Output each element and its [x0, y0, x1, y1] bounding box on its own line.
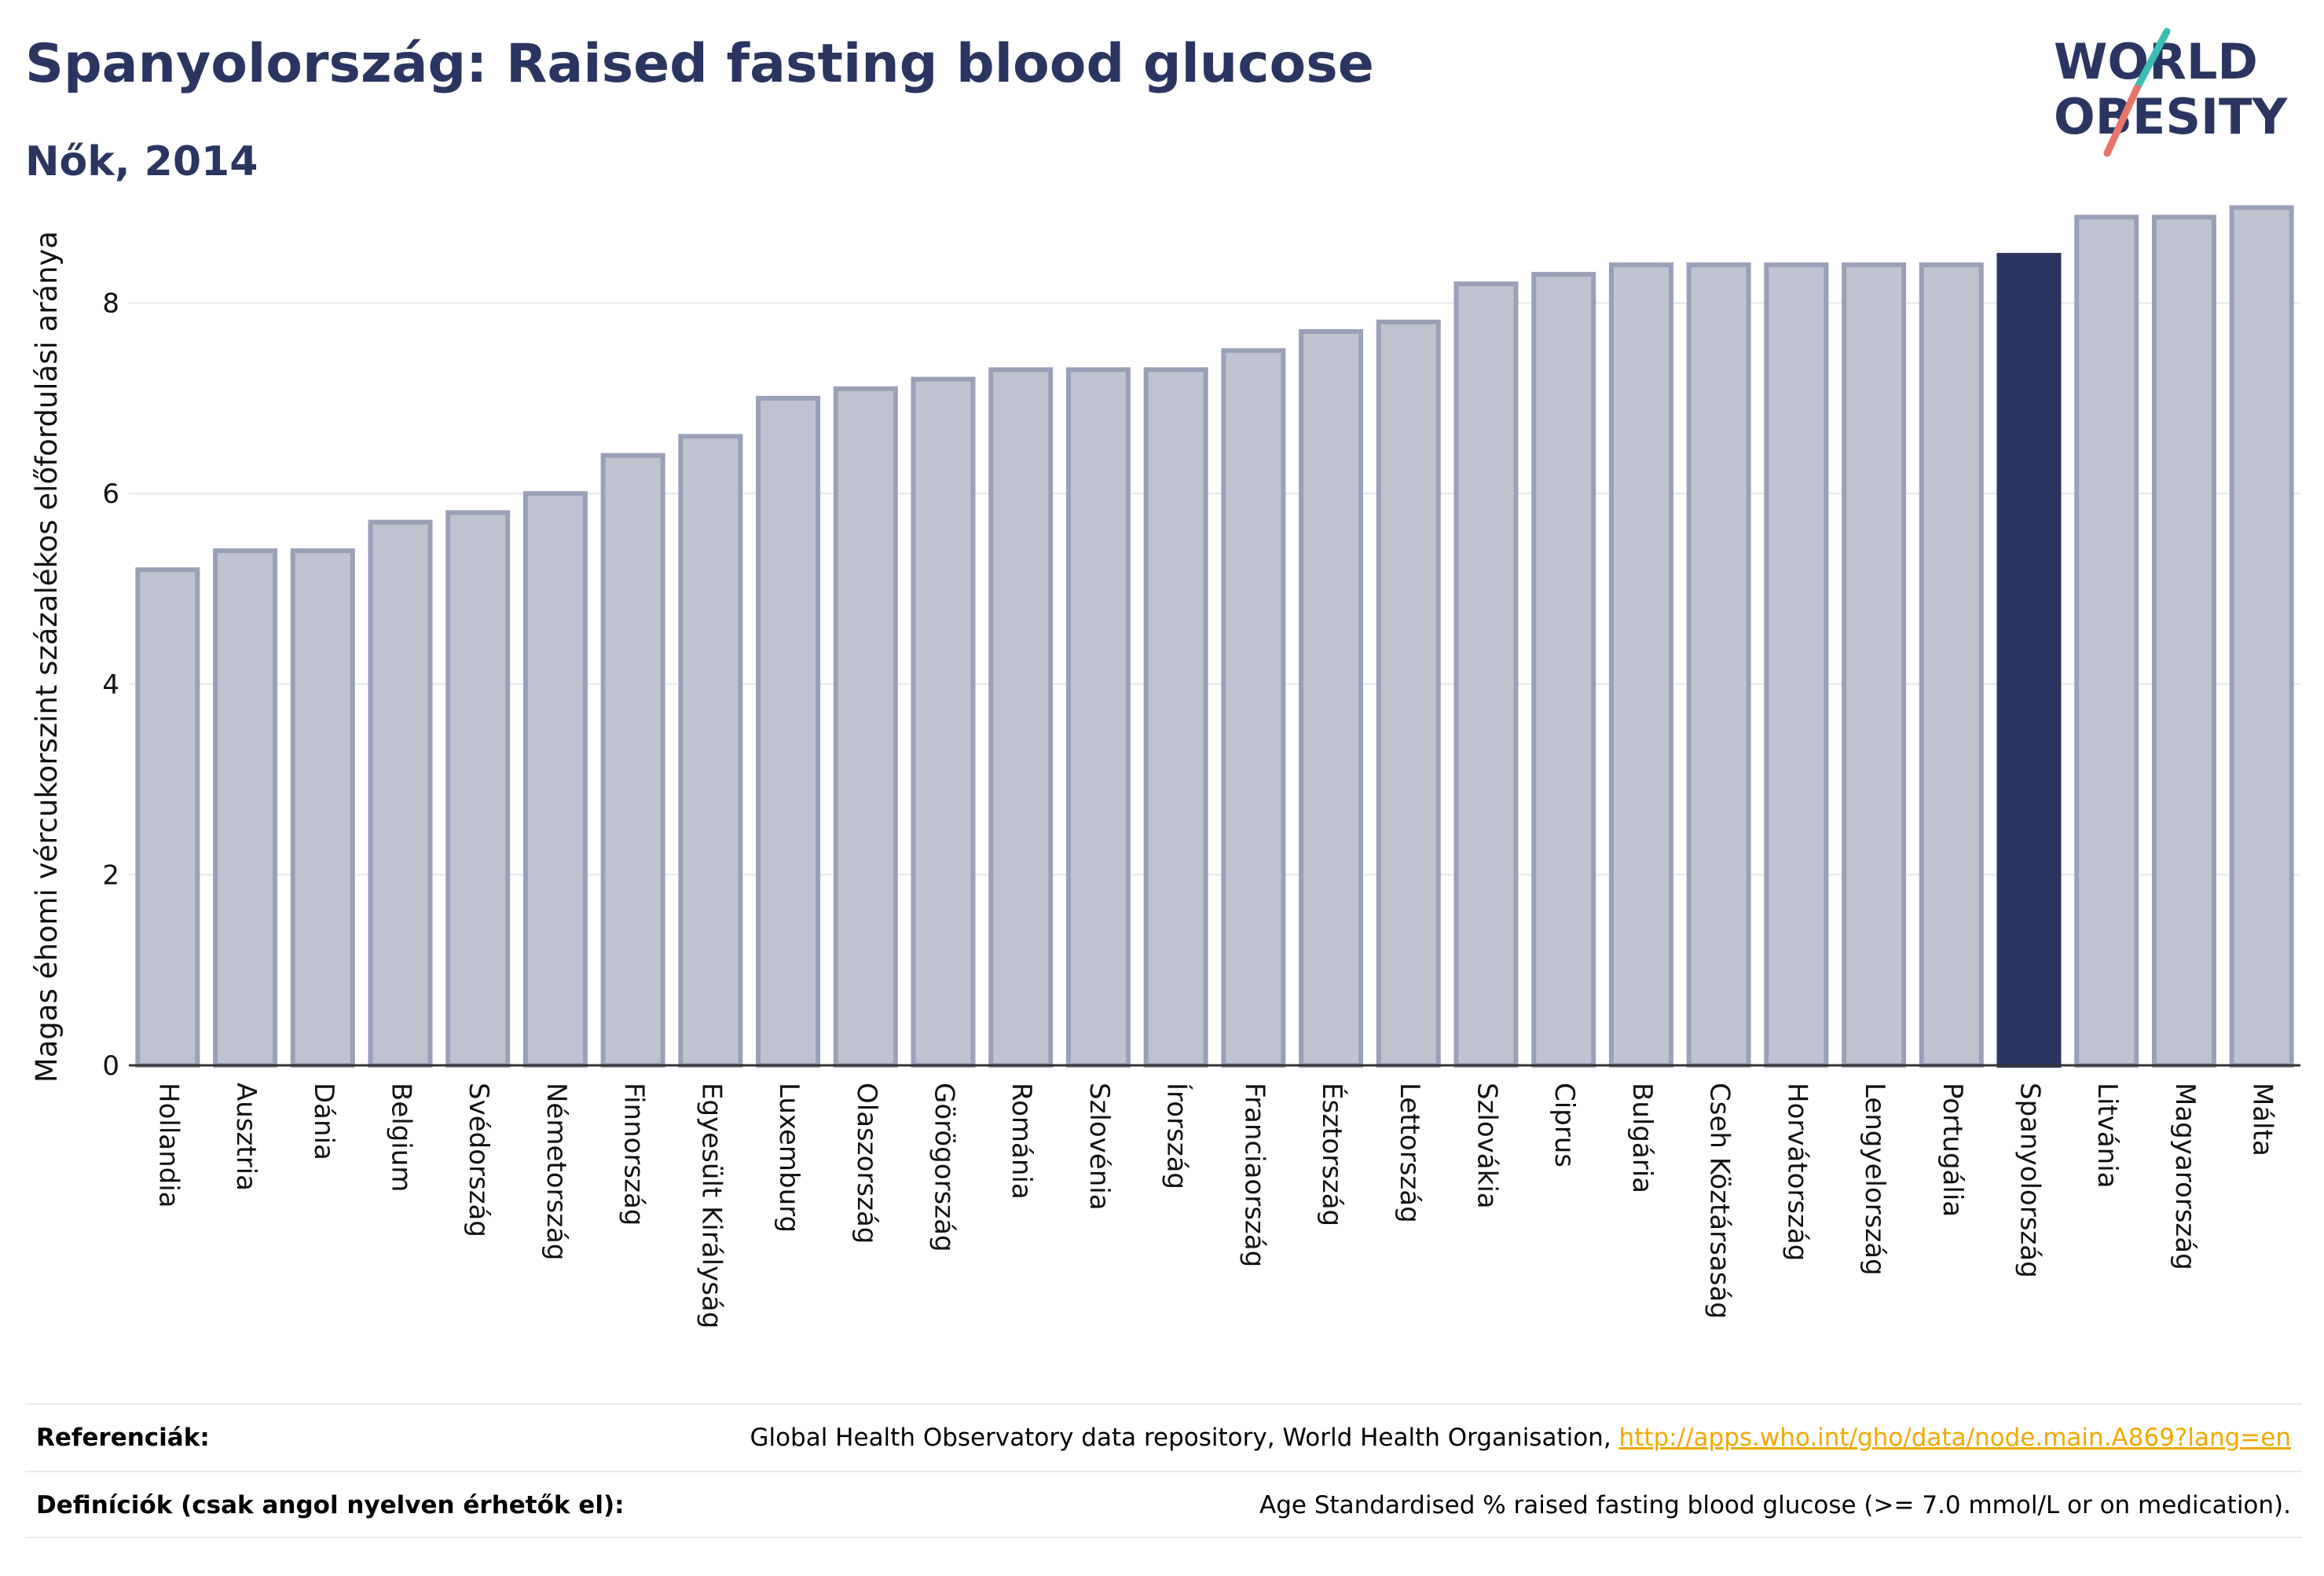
y-tick-label: 6 — [102, 478, 119, 510]
x-tick-label: Olaszország — [851, 1083, 882, 1244]
bar-egyesült-királyság — [678, 434, 743, 1068]
bar-franciaország — [1221, 348, 1286, 1068]
x-tick-label: Írország — [1161, 1083, 1193, 1189]
bar-olaszország — [833, 386, 898, 1068]
bar-magyarország — [2151, 214, 2216, 1068]
x-tick-label: Lettország — [1394, 1083, 1425, 1223]
references-label: Referenciák: — [36, 1424, 210, 1452]
x-tick-label: Portugália — [1937, 1083, 1968, 1217]
x-tick-label: Málta — [2247, 1083, 2278, 1156]
logo-slash-coral — [2103, 84, 2141, 157]
x-tick-label: Litvánia — [2091, 1083, 2123, 1189]
x-tick-labels: Hollandia Ausztria Dánia Belgium Svédország N… — [152, 1083, 2278, 1329]
bar-horvátország — [1764, 262, 1829, 1068]
x-tick-label: Szlovákia — [1472, 1083, 1503, 1209]
x-tick-label: Franciaország — [1238, 1083, 1270, 1267]
definitions-value: Age Standardised % raised fasting blood … — [1259, 1491, 2291, 1519]
x-tick-label: Románia — [1006, 1083, 1037, 1200]
logo-text-world: WORLD — [2054, 33, 2258, 90]
definitions-label: Definíciók (csak angol nyelven érhetők e… — [36, 1491, 625, 1519]
x-tick-label: Horvátország — [1781, 1083, 1813, 1261]
x-tick-label: Ausztria — [230, 1083, 262, 1191]
bar-szlovákia — [1453, 281, 1519, 1068]
bar-málta — [2229, 205, 2294, 1068]
bar-ciprus — [1531, 272, 1596, 1068]
bar-litvánia — [2074, 214, 2139, 1068]
x-tick-label: Svédország — [463, 1083, 494, 1237]
x-tick-label: Görögország — [929, 1083, 960, 1252]
logo-text-obesity: OBESITY — [2054, 88, 2288, 145]
references-value: Global Health Observatory data repositor… — [750, 1424, 2291, 1452]
x-tick-label: Cseh Köztársaság — [1704, 1083, 1736, 1319]
bar-írország — [1143, 367, 1208, 1068]
x-tick-label: Magyarország — [2169, 1083, 2201, 1270]
bar-hollandia — [135, 567, 200, 1068]
bar-dánia — [290, 548, 355, 1068]
bar-németország — [522, 491, 588, 1068]
bar-svédország — [445, 510, 511, 1068]
y-tick-label: 2 — [102, 859, 119, 891]
bar-görögország — [911, 376, 976, 1068]
bar-észtország — [1299, 328, 1364, 1068]
bar-spanyolország — [1996, 252, 2062, 1068]
y-tick-label: 0 — [102, 1050, 119, 1082]
x-tick-label: Luxemburg — [773, 1083, 805, 1233]
x-tick-label: Finnország — [618, 1083, 650, 1226]
bar-belgium — [368, 519, 433, 1068]
x-tick-label: Észtország — [1316, 1083, 1348, 1226]
divider-bottom — [25, 1537, 2302, 1538]
bar-szlovénia — [1065, 367, 1131, 1068]
world-obesity-logo: WORLD OBESITY — [2054, 27, 2288, 157]
x-tick-label: Szlovénia — [1083, 1083, 1115, 1211]
definitions-row: Definíciók (csak angol nyelven érhetők e… — [25, 1474, 2302, 1540]
bar-románia — [988, 367, 1054, 1068]
x-tick-label: Belgium — [386, 1083, 417, 1192]
bar-portugália — [1919, 262, 1984, 1068]
references-text: Global Health Observatory data repositor… — [750, 1424, 1611, 1452]
divider-top — [25, 1403, 2302, 1405]
bar-ausztria — [213, 548, 278, 1068]
bar-chart: 0 2 4 6 8 Hollandia Ausztria Dánia Belgium Svédo… — [30, 205, 2300, 1329]
chart-subtitle: Nők, 2014 — [25, 138, 258, 185]
bar-lengyelország — [1842, 262, 1907, 1068]
bar-luxemburg — [756, 395, 821, 1068]
x-tick-label: Egyesült Királyság — [695, 1083, 727, 1329]
x-tick-label: Spanyolország — [2014, 1083, 2046, 1278]
chart-title: Spanyolország: Raised fasting blood gluc… — [25, 33, 1374, 95]
x-tick-label: Lengyelország — [1859, 1083, 1890, 1276]
y-axis-label: Magas éhomi vércukorszint százalékos elő… — [30, 231, 64, 1083]
references-link[interactable]: http://apps.who.int/gho/data/node.main.A… — [1618, 1424, 2291, 1452]
references-row: Referenciák: Global Health Observatory d… — [25, 1406, 2302, 1472]
bars — [135, 205, 2294, 1068]
x-tick-label: Németország — [541, 1083, 572, 1260]
divider-middle — [25, 1471, 2302, 1472]
bar-lettország — [1376, 319, 1441, 1068]
x-tick-label: Ciprus — [1549, 1083, 1580, 1167]
logo-slash-teal — [2133, 27, 2171, 92]
y-tick-label: 8 — [102, 288, 119, 320]
y-tick-label: 4 — [102, 669, 119, 701]
x-tick-label: Dánia — [308, 1083, 339, 1160]
bar-bulgária — [1608, 262, 1673, 1068]
x-tick-label: Hollandia — [152, 1083, 184, 1208]
bar-finnország — [600, 453, 665, 1068]
x-tick-label: Bulgária — [1626, 1083, 1658, 1193]
y-tick-labels: 0 2 4 6 8 — [102, 288, 119, 1082]
bar-cseh-köztársaság — [1686, 262, 1751, 1068]
